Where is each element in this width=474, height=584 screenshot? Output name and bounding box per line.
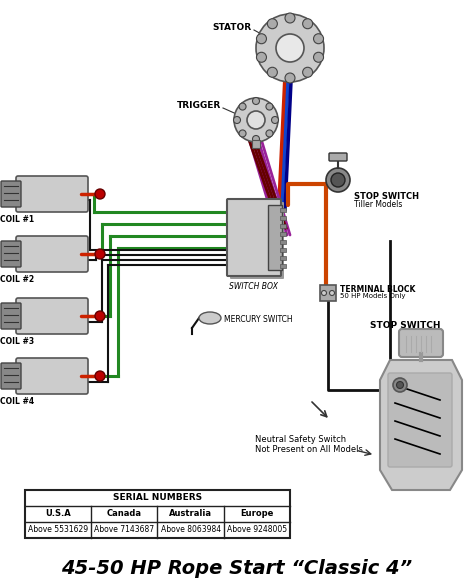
Circle shape xyxy=(247,111,265,129)
Circle shape xyxy=(302,67,313,77)
Text: COIL #2: COIL #2 xyxy=(0,275,34,284)
Circle shape xyxy=(95,249,105,259)
Circle shape xyxy=(313,34,324,44)
Polygon shape xyxy=(380,360,462,490)
Text: Australia: Australia xyxy=(169,509,212,519)
FancyBboxPatch shape xyxy=(329,153,347,161)
Text: STOP SWITCH: STOP SWITCH xyxy=(370,321,440,329)
Circle shape xyxy=(239,103,246,110)
Text: Europe: Europe xyxy=(240,509,273,519)
Circle shape xyxy=(285,13,295,23)
FancyBboxPatch shape xyxy=(16,236,88,272)
Text: Neutral Safety Switch: Neutral Safety Switch xyxy=(255,436,346,444)
Circle shape xyxy=(256,14,324,82)
Bar xyxy=(280,248,286,252)
Text: COIL #4: COIL #4 xyxy=(0,397,34,406)
Text: Tiller Models: Tiller Models xyxy=(354,200,402,209)
Circle shape xyxy=(326,168,350,192)
Bar xyxy=(280,224,286,228)
FancyBboxPatch shape xyxy=(230,202,284,279)
Text: Above 8063984: Above 8063984 xyxy=(161,526,221,534)
Circle shape xyxy=(239,130,246,137)
Bar xyxy=(280,240,286,244)
Circle shape xyxy=(234,116,240,123)
FancyBboxPatch shape xyxy=(16,358,88,394)
FancyBboxPatch shape xyxy=(388,373,452,467)
Circle shape xyxy=(95,371,105,381)
Text: 50 HP Models Only: 50 HP Models Only xyxy=(340,293,405,299)
Text: Not Present on All Models: Not Present on All Models xyxy=(255,446,363,454)
Bar xyxy=(280,264,286,268)
Text: STATOR: STATOR xyxy=(213,23,252,33)
Text: COIL #3: COIL #3 xyxy=(0,337,34,346)
Text: Above 5531629: Above 5531629 xyxy=(28,526,88,534)
Circle shape xyxy=(276,34,304,62)
FancyBboxPatch shape xyxy=(399,329,443,357)
FancyBboxPatch shape xyxy=(227,199,281,276)
Circle shape xyxy=(302,19,313,29)
Bar xyxy=(280,256,286,260)
Bar xyxy=(280,216,286,220)
Circle shape xyxy=(95,311,105,321)
Bar xyxy=(280,232,286,236)
FancyBboxPatch shape xyxy=(16,298,88,334)
Bar xyxy=(268,205,282,270)
Text: 45-50 HP Rope Start “Classic 4”: 45-50 HP Rope Start “Classic 4” xyxy=(62,558,412,578)
FancyBboxPatch shape xyxy=(1,181,21,207)
Bar xyxy=(25,490,290,538)
Text: Above 9248005: Above 9248005 xyxy=(227,526,287,534)
Circle shape xyxy=(329,290,335,296)
Text: SWITCH BOX: SWITCH BOX xyxy=(229,282,279,291)
Text: TERMINAL BLOCK: TERMINAL BLOCK xyxy=(340,285,415,294)
Circle shape xyxy=(253,98,259,105)
Circle shape xyxy=(95,189,105,199)
Circle shape xyxy=(253,135,259,142)
Circle shape xyxy=(266,103,273,110)
Text: U.S.A: U.S.A xyxy=(45,509,71,519)
Bar xyxy=(280,208,286,212)
Circle shape xyxy=(396,381,403,388)
Circle shape xyxy=(313,53,324,62)
FancyBboxPatch shape xyxy=(1,303,21,329)
Circle shape xyxy=(321,290,327,296)
Ellipse shape xyxy=(199,312,221,324)
Circle shape xyxy=(285,73,295,83)
Circle shape xyxy=(331,173,345,187)
FancyBboxPatch shape xyxy=(1,363,21,389)
Circle shape xyxy=(256,34,266,44)
Text: MERCURY SWITCH: MERCURY SWITCH xyxy=(224,315,292,325)
Text: STOP SWITCH: STOP SWITCH xyxy=(354,192,419,201)
Circle shape xyxy=(234,98,278,142)
Circle shape xyxy=(266,130,273,137)
Text: Canada: Canada xyxy=(107,509,142,519)
Circle shape xyxy=(393,378,407,392)
Text: COIL #1: COIL #1 xyxy=(0,215,34,224)
Text: TRIGGER: TRIGGER xyxy=(177,102,221,110)
Circle shape xyxy=(267,67,277,77)
Bar xyxy=(320,285,336,301)
Circle shape xyxy=(256,53,266,62)
Circle shape xyxy=(267,19,277,29)
Text: Above 7143687: Above 7143687 xyxy=(94,526,155,534)
Circle shape xyxy=(272,116,279,123)
Text: SERIAL NUMBERS: SERIAL NUMBERS xyxy=(113,493,202,502)
FancyBboxPatch shape xyxy=(16,176,88,212)
FancyBboxPatch shape xyxy=(1,241,21,267)
Bar xyxy=(252,140,260,148)
